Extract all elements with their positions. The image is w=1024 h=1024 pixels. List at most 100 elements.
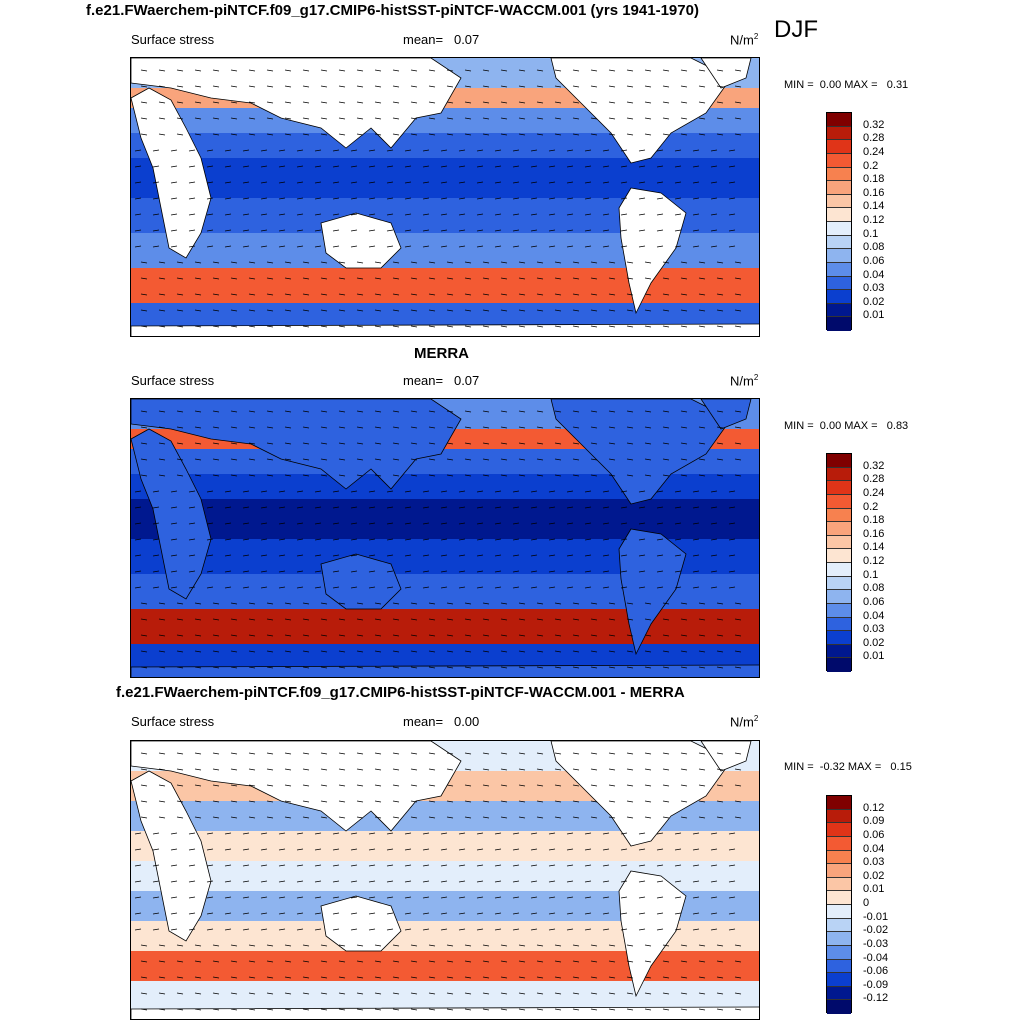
colorbar-tick-label: 0.24 <box>863 145 885 158</box>
colorbar-tick-label: -0.12 <box>863 992 889 1005</box>
colorbar-swatch <box>827 809 851 824</box>
colorbar-swatch <box>827 563 851 577</box>
units-text: N/m <box>730 714 754 730</box>
units-label: N/m2 <box>730 714 758 729</box>
continent-outline <box>700 399 752 430</box>
colorbar-swatch <box>827 113 851 127</box>
colorbar-tick-label: 0.16 <box>863 186 885 199</box>
mean-text: mean= <box>403 373 444 388</box>
colorbar-swatch <box>827 945 851 960</box>
colorbar-tick-label: -0.09 <box>863 978 889 991</box>
colorbar-tick-label: 0.2 <box>863 500 879 513</box>
colorbar-swatch <box>827 276 851 291</box>
colorbar-tick-label: 0.02 <box>863 869 885 882</box>
colorbar-swatch <box>827 796 851 810</box>
max-value: 0.15 <box>890 761 912 773</box>
continent-outline <box>131 1006 759 1019</box>
colorbar-swatch <box>827 126 851 141</box>
colorbar-tick-label: 0.32 <box>863 459 885 472</box>
colorbar-tick-label: 0.12 <box>863 214 885 226</box>
continent-outline <box>320 895 402 952</box>
continent-outline <box>131 664 759 677</box>
colorbar-swatch <box>827 658 851 672</box>
min-max-label: MIN = -0.32 MAX = 0.15 <box>784 761 912 773</box>
colorbar-tick-label: 0.04 <box>863 268 885 281</box>
continent-outline <box>700 741 752 772</box>
colorbar-swatch <box>827 603 851 618</box>
colorbar-tick-label: 0.01 <box>863 309 885 322</box>
units-label: N/m2 <box>730 32 758 47</box>
continent-outline <box>700 58 752 89</box>
continent-outline <box>131 323 759 336</box>
colorbar-swatch <box>827 235 851 250</box>
colorbar-swatch <box>827 167 851 182</box>
units-superscript: 2 <box>753 714 759 723</box>
colorbar-swatch <box>827 481 851 495</box>
colorbar-tick-label: 0.28 <box>863 132 885 145</box>
continent-outline <box>618 870 687 998</box>
min-text: MIN = <box>784 761 814 773</box>
min-text: MIN = <box>784 420 814 432</box>
units-text: N/m <box>730 32 754 48</box>
colorbar-swatch <box>827 222 851 236</box>
colorbar-swatch <box>827 850 851 865</box>
colorbar-swatch <box>827 836 851 851</box>
continent-outline <box>131 87 212 259</box>
colorbar-tick-label: 0.06 <box>863 828 885 841</box>
continent-outline <box>131 770 212 942</box>
colorbar-swatch <box>827 631 851 645</box>
mean-text: mean= <box>403 32 444 47</box>
colorbar-tick-label: 0.1 <box>863 227 879 240</box>
units-superscript: 2 <box>753 32 759 41</box>
colorbar-swatch <box>827 249 851 263</box>
colorbar-swatch <box>827 973 851 987</box>
colorbar-swatch <box>827 864 851 878</box>
map-plot <box>130 57 760 337</box>
units-label: N/m2 <box>730 373 758 388</box>
colorbar-swatch <box>827 1000 851 1014</box>
map-canvas <box>131 399 759 677</box>
colorbar-tick-label: 0.06 <box>863 595 885 608</box>
colorbar-tick-label: 0.06 <box>863 254 885 267</box>
units-text: N/m <box>730 373 754 389</box>
colorbar-tick-label: 0.14 <box>863 200 885 213</box>
colorbar-swatch <box>827 317 851 331</box>
colorbar-swatch <box>827 823 851 837</box>
colorbar-tick-label: 0.04 <box>863 842 885 855</box>
min-text: MIN = <box>784 79 814 91</box>
colorbar-swatch <box>827 290 851 304</box>
colorbar-tick-label: 0.28 <box>863 473 885 486</box>
colorbar-swatch <box>827 194 851 209</box>
colorbar <box>826 453 852 672</box>
continent-outline <box>320 212 402 269</box>
max-text: MAX = <box>847 761 882 773</box>
map-canvas <box>131 58 759 336</box>
min-max-label: MIN = 0.00 MAX = 0.31 <box>784 79 908 91</box>
continent-outline <box>131 58 462 149</box>
colorbar-swatch <box>827 535 851 550</box>
colorbar <box>826 112 852 331</box>
colorbar-swatch <box>827 262 851 277</box>
colorbar-tick-label: -0.01 <box>863 910 889 923</box>
mean-value: 0.07 <box>453 32 480 47</box>
panel-title: f.e21.FWaerchem-piNTCF.f09_g17.CMIP6-his… <box>116 684 685 701</box>
colorbar-swatch <box>827 959 851 974</box>
max-value: 0.31 <box>886 79 909 91</box>
max-value: 0.83 <box>886 420 909 432</box>
colorbar-swatch <box>827 617 851 632</box>
max-text: MAX = <box>844 420 878 432</box>
colorbar-tick-label: 0.2 <box>863 159 879 172</box>
variable-label: Surface stress <box>131 373 215 388</box>
continent-outline <box>131 741 462 832</box>
colorbar-swatch <box>827 932 851 946</box>
units-superscript: 2 <box>753 373 759 382</box>
colorbar-swatch <box>827 918 851 933</box>
colorbar-tick-label: 0.08 <box>863 582 885 595</box>
continent-outline <box>131 399 462 490</box>
continent-outline <box>131 428 212 600</box>
colorbar-tick-label: 0.03 <box>863 623 885 636</box>
colorbar-tick-label: -0.03 <box>863 937 889 950</box>
colorbar-swatch <box>827 508 851 523</box>
colorbar-tick-label: 0 <box>863 897 870 909</box>
colorbar-swatch <box>827 454 851 468</box>
